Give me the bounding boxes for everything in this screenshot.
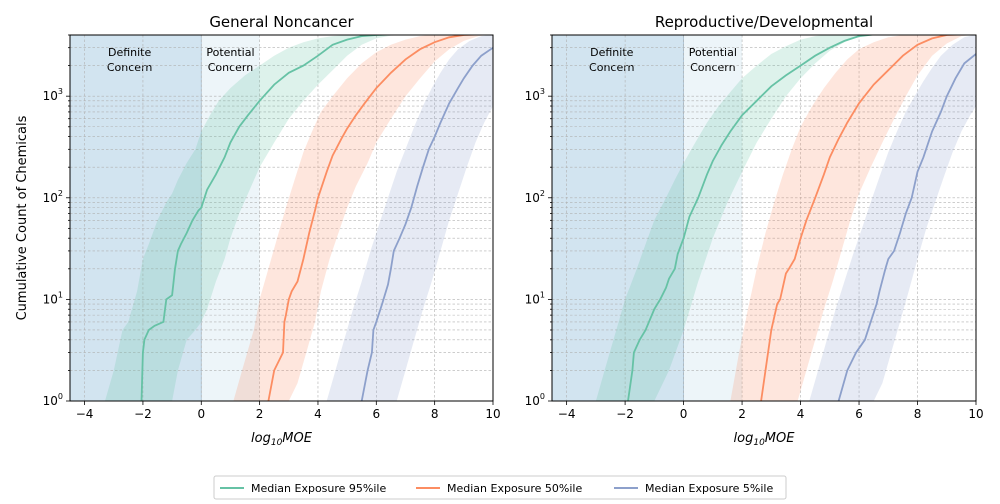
y-tick-label: 103: [43, 87, 63, 103]
axes-frame: [551, 34, 977, 402]
y-tick-label: 101: [43, 290, 63, 306]
region-label: Definite: [590, 46, 634, 59]
y-tick-label: 103: [525, 87, 545, 103]
x-tick-label: 8: [431, 407, 439, 421]
x-tick-label: 2: [256, 407, 264, 421]
x-tick-label: 10: [968, 407, 983, 421]
series-band-2: [730, 35, 972, 401]
x-tick-label: 10: [485, 407, 500, 421]
legend-label-1: Median Exposure 95%ile: [251, 482, 386, 495]
x-tick-label: 6: [372, 407, 380, 421]
chart-panel-2: Definite Concern Potential Concern −4 −2 0 2 4 6 8…: [525, 13, 984, 448]
x-tick-label: 2: [738, 407, 746, 421]
x-tick-label: −2: [134, 407, 152, 421]
series-line-2: [760, 35, 976, 401]
x-tick-label: −2: [616, 407, 634, 421]
region-label: Concern: [690, 61, 736, 74]
series-line-3: [837, 53, 976, 401]
y-tick-label: 102: [525, 189, 545, 205]
chart-panel-1: Definite Concern Potential Concern −4 −2 0 2 4 6 8…: [15, 13, 501, 448]
region-label: Concern: [208, 61, 254, 74]
region-label: Potential: [689, 46, 737, 59]
x-tick-label: −4: [76, 407, 94, 421]
legend: Median Exposure 95%ile Median Exposure 50…: [213, 475, 787, 500]
region-label: Concern: [107, 61, 153, 74]
x-axis-label: log10MOE: [734, 431, 796, 448]
x-tick-label: 4: [314, 407, 322, 421]
x-axis-label: log10MOE: [251, 431, 313, 448]
y-tick-label: 101: [525, 290, 545, 306]
legend-label-2: Median Exposure 50%ile: [447, 482, 582, 495]
series-band-1: [595, 35, 880, 401]
x-tick-label: 4: [797, 407, 805, 421]
x-tick-label: 0: [680, 407, 688, 421]
x-tick-label: 6: [855, 407, 863, 421]
y-tick-label: 100: [43, 392, 63, 408]
series-line-2: [267, 35, 493, 401]
series-line-1: [627, 35, 889, 401]
region-label: Potential: [206, 46, 254, 59]
series-band-2: [233, 35, 489, 401]
series-group: [105, 35, 493, 401]
region-label: Concern: [589, 61, 635, 74]
panel-title: Reproductive/Developmental: [655, 13, 873, 31]
series-line-3: [360, 46, 493, 401]
x-tick-label: −4: [558, 407, 576, 421]
panel-title: General Noncancer: [209, 13, 354, 31]
y-axis-label: Cumulative Count of Chemicals: [15, 115, 30, 320]
series-line-1: [140, 35, 406, 401]
x-tick-label: 8: [914, 407, 922, 421]
series-band-3: [326, 35, 493, 401]
region-label: Definite: [108, 46, 152, 59]
series-band-1: [105, 35, 407, 401]
series-group: [595, 35, 976, 401]
axes-frame: [69, 34, 494, 402]
x-tick-label: 0: [197, 407, 205, 421]
legend-label-3: Median Exposure 5%ile: [645, 482, 773, 495]
y-tick-label: 100: [525, 392, 545, 408]
legend-box: [213, 475, 787, 500]
y-tick-label: 102: [43, 189, 63, 205]
